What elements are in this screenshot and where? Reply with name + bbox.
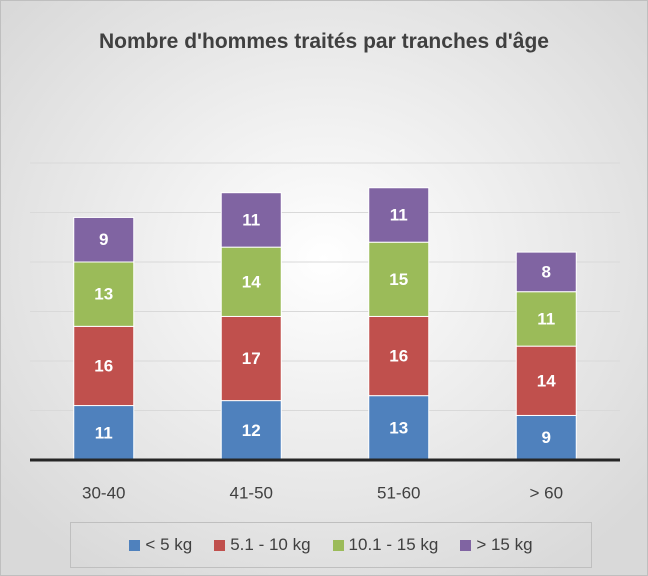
bar-segment xyxy=(368,241,430,317)
data-label: 14 xyxy=(242,272,261,291)
bar-segment xyxy=(515,291,577,347)
x-tick-label: 30-40 xyxy=(82,483,125,502)
legend-label: 5.1 - 10 kg xyxy=(230,535,311,554)
bar-segment xyxy=(515,251,577,293)
legend-swatch xyxy=(214,539,226,551)
chart-title: Nombre d'hommes traités par tranches d'â… xyxy=(99,30,549,53)
x-tick-label: 41-50 xyxy=(230,483,273,502)
bar-segment xyxy=(220,400,282,461)
data-label: 11 xyxy=(95,423,113,442)
data-label: 11 xyxy=(390,205,408,224)
data-label: 11 xyxy=(537,309,555,328)
data-label: 9 xyxy=(99,230,108,249)
data-label: 14 xyxy=(537,371,556,390)
bar-segment xyxy=(220,315,282,402)
legend-item: < 5 kg xyxy=(129,535,192,555)
bar-segment xyxy=(220,246,282,317)
data-label: 16 xyxy=(94,356,113,375)
data-label: 16 xyxy=(389,347,408,366)
bar-segment xyxy=(73,261,135,327)
legend-label: < 5 kg xyxy=(145,535,193,554)
legend-label: > 15 kg xyxy=(476,535,533,554)
data-label: 11 xyxy=(242,210,260,229)
legend-item: 5.1 - 10 kg xyxy=(214,535,311,555)
bar-segment xyxy=(73,405,135,461)
data-label: 13 xyxy=(94,285,113,304)
legend: < 5 kg 5.1 - 10 kg 10.1 - 15 kg > 15 kg xyxy=(70,522,592,568)
bar-segment xyxy=(368,187,430,243)
x-tick-label: > 60 xyxy=(529,483,563,502)
legend-swatch xyxy=(460,539,472,551)
bar-segment xyxy=(220,192,282,248)
data-label: 17 xyxy=(242,349,261,368)
x-tick-label: 51-60 xyxy=(377,483,420,502)
data-label: 9 xyxy=(542,428,551,447)
bar-segment xyxy=(73,216,135,263)
legend-swatch xyxy=(332,539,344,551)
legend-swatch xyxy=(129,539,141,551)
bar-segment xyxy=(73,325,135,407)
legend-item: > 15 kg xyxy=(460,535,533,555)
bar-segment xyxy=(368,395,430,461)
bar-segment xyxy=(515,345,577,416)
data-label: 15 xyxy=(389,270,408,289)
data-label: 13 xyxy=(389,418,408,437)
data-label: 8 xyxy=(542,262,551,281)
bar-segment xyxy=(368,315,430,397)
data-label: 12 xyxy=(242,421,261,440)
legend-item: 10.1 - 15 kg xyxy=(332,535,439,555)
bar-segment xyxy=(515,414,577,461)
legend-label: 10.1 - 15 kg xyxy=(348,535,439,554)
